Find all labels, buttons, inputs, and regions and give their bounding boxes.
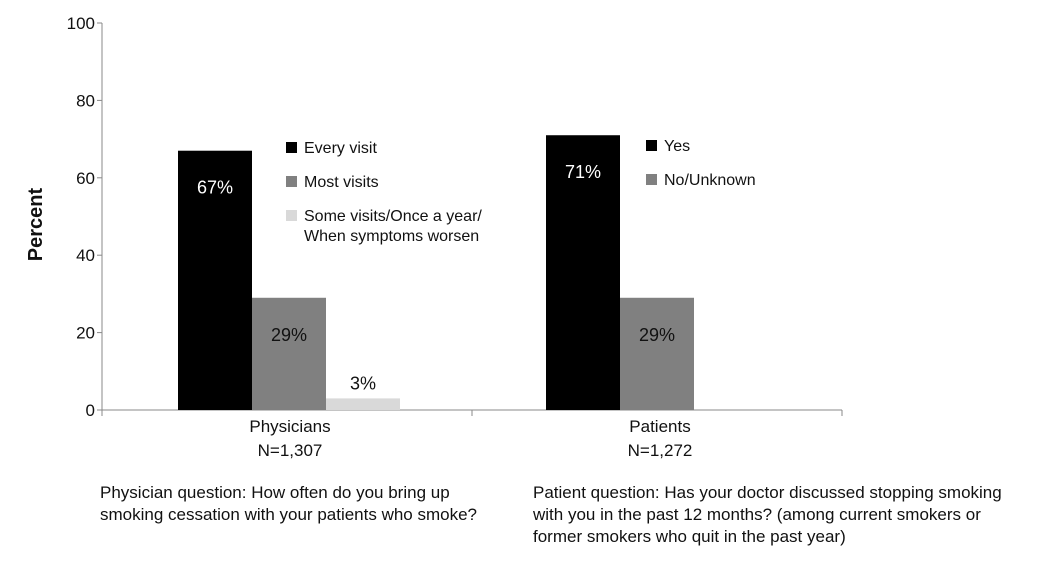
legend-label: Most visits bbox=[304, 174, 379, 191]
bar bbox=[252, 297, 326, 410]
y-tick-label: 100 bbox=[67, 14, 95, 33]
bar-chart: 0 20 40 60 80 100 Percent 67% Every visit 29% Most… bbox=[25, 14, 843, 460]
legend-swatch bbox=[646, 140, 657, 151]
y-tick-label: 20 bbox=[76, 324, 95, 343]
group-label: Physicians bbox=[249, 417, 330, 436]
bar bbox=[178, 150, 252, 410]
patient-question: Patient question: Has your doctor discus… bbox=[533, 483, 1002, 546]
legend-label: Some visits/Once a year/ bbox=[304, 208, 482, 225]
group-label: Patients bbox=[629, 417, 690, 436]
group-n-label: N=1,272 bbox=[628, 441, 693, 460]
bar bbox=[620, 297, 694, 410]
bar-value-label: 3% bbox=[350, 373, 376, 393]
legend-label: Yes bbox=[664, 138, 690, 155]
group-n-label: N=1,307 bbox=[258, 441, 323, 460]
legend-swatch bbox=[646, 174, 657, 185]
bar-value-label: 29% bbox=[639, 325, 675, 345]
bar bbox=[326, 398, 400, 410]
bar-value-label: 29% bbox=[271, 325, 307, 345]
y-tick-label: 60 bbox=[76, 169, 95, 188]
bar bbox=[546, 135, 620, 411]
physician-question: Physician question: How often do you bri… bbox=[100, 483, 478, 524]
y-tick-label: 0 bbox=[86, 401, 95, 420]
legend-label: Every visit bbox=[304, 140, 377, 157]
legend-label: When symptoms worsen bbox=[304, 228, 479, 245]
y-tick-label: 40 bbox=[76, 246, 95, 265]
bar-value-label: 71% bbox=[565, 162, 601, 182]
legend-swatch bbox=[286, 176, 297, 187]
y-axis-title: Percent bbox=[25, 187, 47, 261]
legend-swatch bbox=[286, 210, 297, 221]
bar-value-label: 67% bbox=[197, 178, 233, 198]
y-tick-label: 80 bbox=[76, 91, 95, 110]
legend-swatch bbox=[286, 142, 297, 153]
legend-label: No/Unknown bbox=[664, 172, 756, 189]
